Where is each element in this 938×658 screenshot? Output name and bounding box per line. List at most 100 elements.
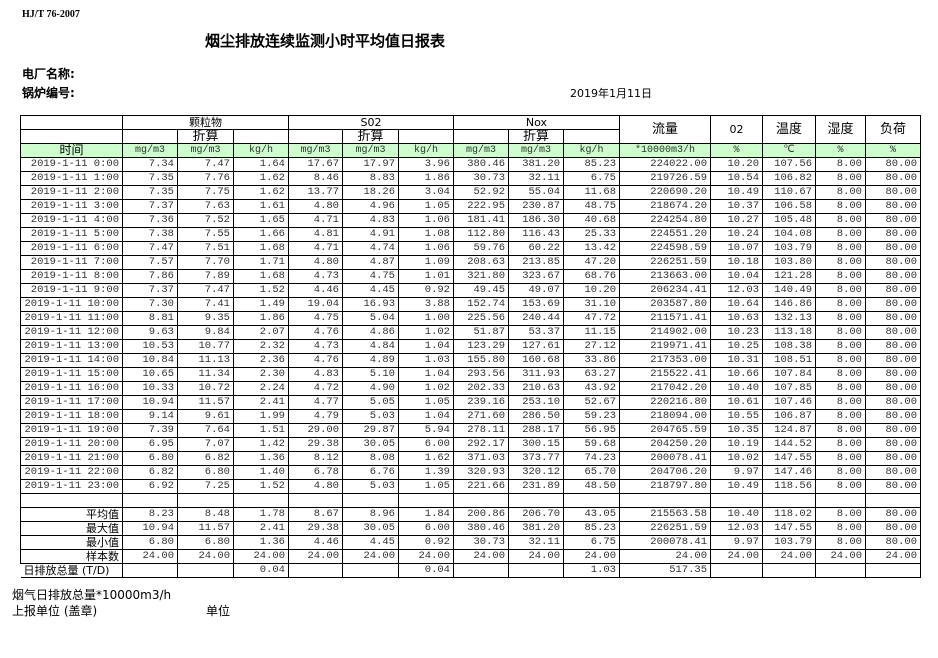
unit-cell: mg/m3 (122, 143, 178, 158)
value-cell: 204250.20 (619, 437, 711, 452)
value-cell: 1.05 (398, 479, 454, 494)
value-cell: 80.00 (865, 283, 921, 298)
value-cell: 147.55 (762, 521, 816, 536)
value-cell: 8.00 (815, 451, 866, 466)
value-cell: 49.07 (508, 283, 564, 298)
value-cell: 4.90 (342, 381, 399, 396)
value-cell: 116.43 (508, 227, 564, 242)
value-cell: 253.10 (508, 395, 564, 410)
stats-row: 最小值 6.80 6.80 1.36 4.46 4.45 0.92 30.73 32.11 6.7… (20, 535, 921, 550)
value-cell: 2.32 (233, 339, 289, 354)
value-cell: 218797.80 (619, 479, 711, 494)
value-cell: 10.20 (563, 283, 620, 298)
value-cell: 11.13 (177, 353, 234, 368)
value-cell: 32.11 (508, 171, 564, 186)
value-cell: 224598.59 (619, 241, 711, 256)
value-cell: 10.40 (710, 507, 763, 522)
stats-row: 平均值 8.23 8.48 1.78 8.67 8.96 1.84 200.86 206.70 4… (20, 507, 921, 522)
value-cell: 10.94 (122, 395, 178, 410)
value-cell: 1.71 (233, 255, 289, 270)
row-label: 2019-1-11 12:00 (20, 325, 123, 340)
value-cell: 153.69 (508, 297, 564, 312)
value-cell: 106.82 (762, 171, 816, 186)
value-cell: 107.56 (762, 157, 816, 172)
table-row: 2019-1-11 2:00 7.35 7.75 1.62 13.77 18.26 3.04… (20, 185, 921, 200)
value-cell: 40.68 (563, 213, 620, 228)
value-cell: 6.82 (122, 465, 178, 480)
value-cell: 8.00 (815, 199, 866, 214)
value-cell: 4.46 (288, 283, 343, 298)
value-cell: 80.00 (865, 437, 921, 452)
value-cell: 1.68 (233, 269, 289, 284)
value-cell: 8.83 (342, 171, 399, 186)
value-cell: 7.57 (122, 255, 178, 270)
value-cell: 202.33 (453, 381, 509, 396)
value-cell: 8.96 (342, 507, 399, 522)
value-cell: 208.63 (453, 255, 509, 270)
value-cell: 204706.20 (619, 465, 711, 480)
value-cell: 47.20 (563, 255, 620, 270)
value-cell: 80.00 (865, 199, 921, 214)
value-cell: 8.00 (815, 465, 866, 480)
value-cell: 68.76 (563, 269, 620, 284)
value-cell: 215522.41 (619, 367, 711, 382)
header-temperature: 温度 (762, 115, 816, 144)
value-cell: 10.72 (177, 381, 234, 396)
value-cell: 8.00 (815, 353, 866, 368)
value-cell: 80.00 (865, 241, 921, 256)
value-cell: 10.35 (710, 423, 763, 438)
row-label (20, 493, 123, 508)
value-cell: 371.03 (453, 451, 509, 466)
value-cell: 1.42 (233, 437, 289, 452)
value-cell: 3.04 (398, 185, 454, 200)
value-cell: 10.33 (122, 381, 178, 396)
value-cell: 4.76 (288, 353, 343, 368)
value-cell: 219971.41 (619, 339, 711, 354)
standard-code: HJ/T 76-2007 (22, 9, 80, 20)
value-cell: 80.00 (865, 479, 921, 494)
row-label: 2019-1-11 15:00 (20, 367, 123, 382)
value-cell: 121.28 (762, 269, 816, 284)
value-cell (122, 563, 178, 578)
value-cell: 206.70 (508, 507, 564, 522)
value-cell: 80.00 (865, 311, 921, 326)
value-cell: 80.00 (865, 297, 921, 312)
value-cell: 43.92 (563, 381, 620, 396)
daily-total-row: 日排放总量 (T/D) 0.04 0.04 1.03 517.35 (20, 563, 921, 578)
value-cell: 6.82 (177, 451, 234, 466)
value-cell: 112.80 (453, 227, 509, 242)
row-label: 2019-1-11 6:00 (20, 241, 123, 256)
value-cell: 80.00 (865, 325, 921, 340)
value-cell: 108.38 (762, 339, 816, 354)
value-cell: 1.49 (233, 297, 289, 312)
value-cell: 225.56 (453, 311, 509, 326)
value-cell: 8.81 (122, 311, 178, 326)
value-cell: 5.10 (342, 367, 399, 382)
value-cell: 152.74 (453, 297, 509, 312)
value-cell: 105.48 (762, 213, 816, 228)
row-label: 2019-1-11 2:00 (20, 185, 123, 200)
value-cell: 7.55 (177, 227, 234, 242)
value-cell: 230.87 (508, 199, 564, 214)
value-cell: 33.86 (563, 353, 620, 368)
value-cell (342, 493, 399, 508)
value-cell: 8.00 (815, 171, 866, 186)
report-date: 2019年1月11日 (570, 87, 652, 100)
unit-cell: *10000m3/h (619, 143, 711, 158)
value-cell: 1.66 (233, 227, 289, 242)
value-cell: 10.61 (710, 395, 763, 410)
value-cell: 4.80 (288, 479, 343, 494)
value-cell: 27.12 (563, 339, 620, 354)
value-cell: 5.05 (342, 395, 399, 410)
table-row: 2019-1-11 0:00 7.34 7.47 1.64 17.67 17.97 3.96… (20, 157, 921, 172)
header-o2: 02 (710, 115, 763, 144)
value-cell: 4.45 (342, 535, 399, 550)
unit-cell: mg/m3 (508, 143, 564, 158)
page-title-text: 烟尘排放连续监测小时平均值日报表 (204, 32, 445, 50)
value-cell: 8.00 (815, 367, 866, 382)
value-cell: 226251.59 (619, 521, 711, 536)
value-cell: 24.00 (288, 549, 343, 564)
value-cell: 2.41 (233, 521, 289, 536)
value-cell: 1.51 (233, 423, 289, 438)
value-cell: 10.40 (710, 381, 763, 396)
